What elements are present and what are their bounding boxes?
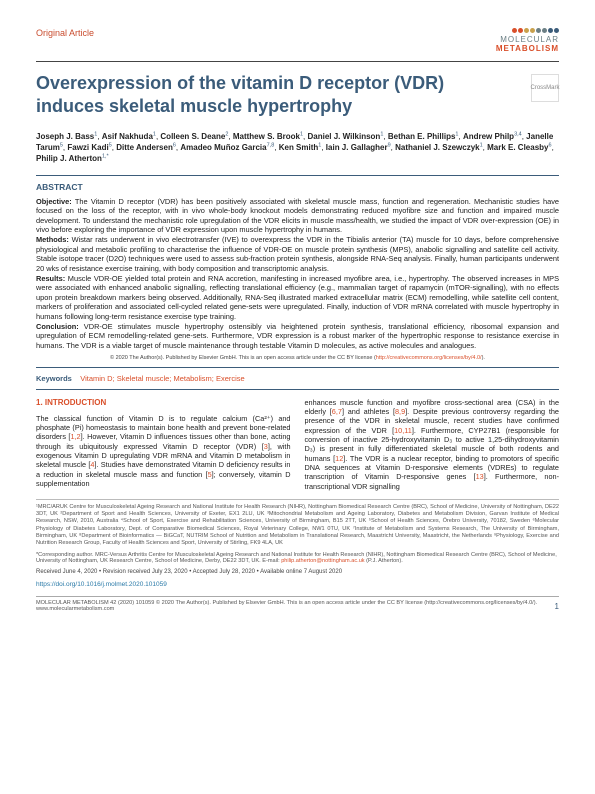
rule-top	[36, 61, 559, 62]
corr-name: (P.J. Atherton).	[365, 558, 403, 564]
corresponding-author: *Corresponding author. MRC-Versus Arthri…	[36, 552, 559, 564]
doi-link[interactable]: https://doi.org/10.1016/j.molmet.2020.10…	[36, 581, 559, 588]
article-title: Overexpression of the vitamin D receptor…	[36, 72, 476, 117]
keywords-row: Keywords Vitamin D; Skeletal muscle; Met…	[36, 374, 559, 383]
rule-kw-bot	[36, 389, 559, 390]
license-line: © 2020 The Author(s). Published by Elsev…	[36, 355, 559, 361]
column-left: 1. INTRODUCTION The classical function o…	[36, 398, 291, 491]
abstract-body: Objective: The Vitamin D receptor (VDR) …	[36, 197, 559, 351]
intro-text-right: enhances muscle function and myofibre cr…	[305, 398, 560, 491]
article-dates: Received June 4, 2020 • Revision receive…	[36, 569, 559, 575]
abstract-conclusion: Conclusion: VDR-OE stimulates muscle hyp…	[36, 322, 559, 351]
logo-dots	[496, 28, 559, 33]
abstract-methods: Methods: Wistar rats underwent in vivo e…	[36, 235, 559, 274]
corr-email[interactable]: philip.atherton@nottingham.ac.uk	[281, 558, 364, 564]
rule-above-abstract	[36, 175, 559, 176]
intro-text-left: The classical function of Vitamin D is t…	[36, 414, 291, 489]
journal-name-2: METABOLISM	[496, 44, 559, 53]
abstract-objective: Objective: The Vitamin D receptor (VDR) …	[36, 197, 559, 236]
footer-left: MOLECULAR METABOLISM 42 (2020) 101059 © …	[36, 600, 537, 612]
keywords-values: Vitamin D; Skeletal muscle; Metabolism; …	[80, 374, 245, 383]
crossmark-label: CrossMark	[531, 85, 560, 91]
crossmark-badge[interactable]: CrossMark	[531, 74, 559, 102]
footer: MOLECULAR METABOLISM 42 (2020) 101059 © …	[36, 596, 559, 612]
journal-logo: MOLECULAR METABOLISM	[496, 28, 559, 53]
keywords-label: Keywords	[36, 374, 72, 383]
intro-heading: 1. INTRODUCTION	[36, 398, 291, 408]
journal-name-1: MOLECULAR	[496, 35, 559, 44]
affiliations: ¹MRC/ARUK Centre for Musculoskeletal Age…	[36, 499, 559, 548]
page-number: 1	[555, 602, 559, 611]
rule-kw-top	[36, 367, 559, 368]
abstract-heading: ABSTRACT	[36, 182, 559, 192]
author-list: Joseph J. Bass1, Asif Nakhuda1, Colleen …	[36, 131, 559, 165]
column-right: enhances muscle function and myofibre cr…	[305, 398, 560, 491]
body-columns: 1. INTRODUCTION The classical function o…	[36, 398, 559, 491]
header-row: Original Article MOLECULAR METABOLISM	[36, 28, 559, 53]
footer-site: www.molecularmetabolism.com	[36, 606, 537, 612]
title-row: Overexpression of the vitamin D receptor…	[36, 72, 559, 117]
abstract-results: Results: Muscle VDR-OE yielded total pro…	[36, 274, 559, 322]
article-type: Original Article	[36, 28, 94, 38]
